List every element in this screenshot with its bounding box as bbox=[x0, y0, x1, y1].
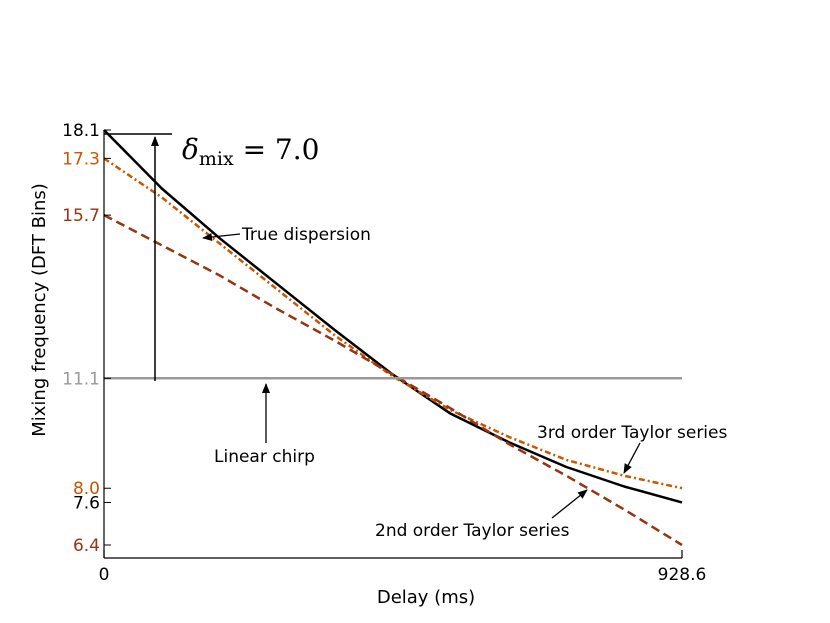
x-tick-label-0: 0 bbox=[99, 565, 110, 585]
series-line-1-dotted bbox=[103, 157, 683, 490]
second-order-arrow bbox=[551, 489, 588, 519]
y-tick-label-3: 11.1 bbox=[62, 369, 100, 389]
x-tick-label-1: 928.6 bbox=[658, 565, 707, 585]
y-tick-label-2: 15.7 bbox=[62, 206, 100, 226]
series-layer bbox=[103, 129, 683, 547]
tick-layer: 18.1 17.3 15.7 11.1 8.07.6 6.4 0 928.6 bbox=[62, 121, 706, 585]
delta-mix-label: δmix = 7.0 bbox=[182, 133, 319, 170]
series-line-2-dashed bbox=[103, 213, 683, 547]
true-dispersion-arrow bbox=[202, 233, 241, 242]
y-tick-label-6: 6.4 bbox=[73, 536, 100, 556]
delta-subscript: mix bbox=[199, 148, 234, 170]
y-tick-label-0: 18.1 bbox=[62, 121, 100, 141]
second-order-label: 2nd order Taylor series bbox=[375, 521, 570, 541]
delta-symbol: δ bbox=[182, 133, 199, 166]
y-tick-label-5: 7.6 bbox=[73, 493, 100, 513]
third-order-label: 3rd order Taylor series bbox=[537, 423, 727, 443]
y-axis-label: Mixing frequency (DFT Bins) bbox=[29, 183, 50, 437]
third-order-arrow bbox=[623, 442, 641, 474]
x-axis-label: Delay (ms) bbox=[377, 587, 475, 608]
series-line-0-solid bbox=[103, 129, 683, 504]
linear-chirp-label: Linear chirp bbox=[214, 447, 315, 467]
y-tick-label-4: 8.0 bbox=[73, 479, 100, 499]
delta-value: = 7.0 bbox=[234, 133, 320, 166]
y-tick-label-1: 17.3 bbox=[62, 149, 100, 169]
true-dispersion-label: True dispersion bbox=[241, 225, 371, 245]
